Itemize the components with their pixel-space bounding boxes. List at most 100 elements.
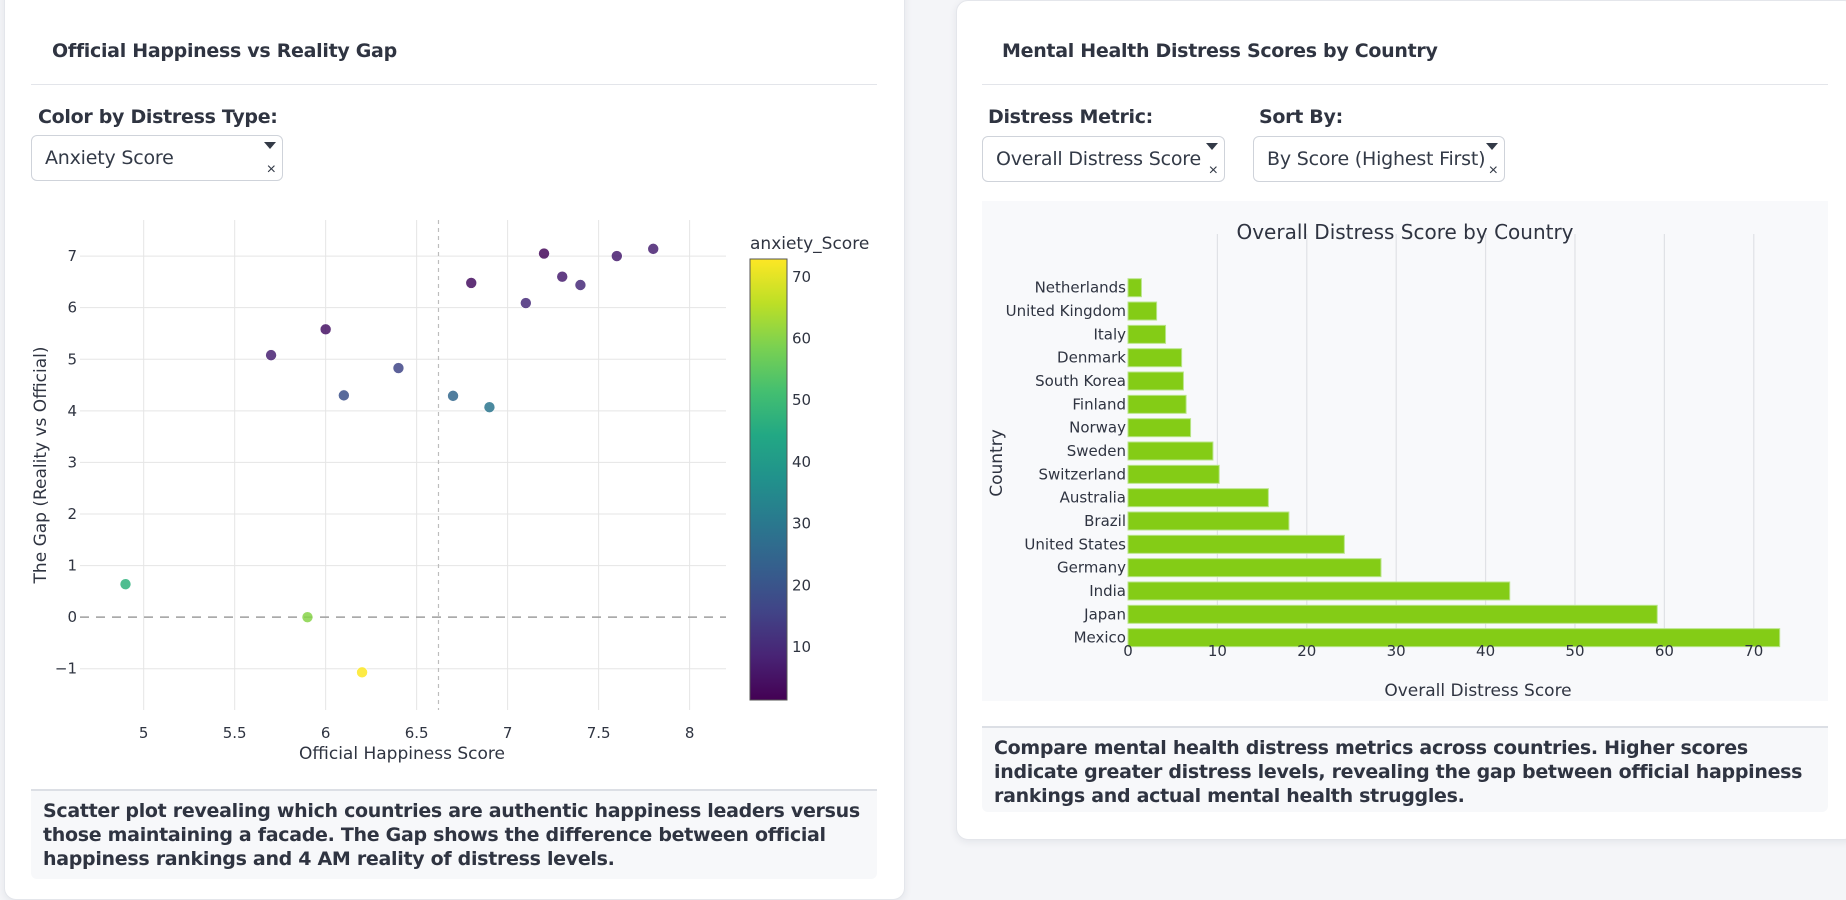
scatter-card-divider (31, 84, 877, 85)
scatter-x-tick-label: 7.5 (587, 724, 611, 742)
colorbar-tick-label: 30 (792, 515, 811, 533)
bar-category-label: Denmark (1057, 349, 1126, 367)
bar-category-label: United States (1024, 535, 1126, 553)
bar[interactable] (1127, 371, 1184, 391)
scatter-y-tick-label: 1 (67, 557, 77, 575)
scatter-point[interactable] (338, 389, 350, 402)
bar[interactable] (1127, 581, 1511, 601)
bar[interactable] (1127, 394, 1187, 414)
scatter-point[interactable] (556, 270, 569, 283)
colorbar-tick-label: 70 (792, 268, 811, 286)
bar[interactable] (1127, 301, 1158, 321)
scatter-point[interactable] (392, 362, 405, 374)
chevron-down-icon[interactable] (1486, 143, 1498, 150)
colorbar-title: anxiety_Score (750, 234, 869, 254)
bar-category-label: Germany (1057, 559, 1126, 577)
clear-icon[interactable]: × (1208, 162, 1218, 179)
bar-category-label: Mexico (1074, 629, 1126, 647)
scatter-point[interactable] (647, 243, 660, 255)
bar[interactable] (1127, 441, 1214, 461)
bar-category-label: Switzerland (1039, 465, 1127, 483)
chevron-down-icon[interactable] (264, 142, 276, 149)
distress-metric-value: Overall Distress Score (996, 148, 1201, 170)
bar[interactable] (1127, 534, 1345, 554)
colorbar-tick-label: 60 (792, 330, 811, 348)
bar[interactable] (1127, 604, 1658, 624)
scatter-chart: 5 5.5 6 6.5 7 7.5 8 −1 0 1 2 3 4 5 6 7 Official Happin… (31, 220, 869, 764)
bar-x-tick-label: 30 (1387, 642, 1406, 660)
scatter-point[interactable] (520, 297, 532, 309)
colorbar-tick-label: 10 (792, 638, 811, 656)
scatter-y-tick-label: 0 (67, 608, 77, 626)
bar-category-label: Italy (1093, 325, 1126, 343)
bar-category-label: Australia (1060, 489, 1126, 507)
bar-category-label: Sweden (1067, 442, 1126, 460)
bar[interactable] (1127, 511, 1290, 531)
bar[interactable] (1127, 324, 1167, 344)
bar-category-label: India (1089, 582, 1126, 600)
bar[interactable] (1127, 558, 1382, 578)
bar-x-tick-label: 40 (1476, 642, 1495, 660)
distress-metric-label: Distress Metric: (988, 106, 1153, 128)
bar-x-axis-title: Overall Distress Score (1384, 681, 1571, 701)
bar[interactable] (1127, 278, 1142, 298)
scatter-y-tick-label: 2 (67, 505, 77, 523)
bar-category-label: Finland (1072, 395, 1126, 413)
scatter-y-tick-label: −1 (55, 660, 77, 678)
bar-x-tick-label: 0 (1123, 642, 1133, 660)
scatter-card-title: Official Happiness vs Reality Gap (52, 40, 397, 62)
color-by-label: Color by Distress Type: (38, 106, 278, 128)
bar-card-divider (982, 84, 1828, 85)
bar-chart: Overall Distress Score by Country Nether… (982, 201, 1828, 701)
clear-icon[interactable]: × (266, 161, 276, 178)
scatter-point[interactable] (465, 277, 478, 289)
scatter-x-tick-label: 5 (139, 724, 149, 742)
scatter-point[interactable] (301, 611, 314, 623)
scatter-y-tick-label: 6 (67, 299, 77, 317)
bar-category-label: United Kingdom (1006, 302, 1126, 320)
scatter-x-tick-label: 7 (503, 724, 513, 742)
scatter-description: Scatter plot revealing which countries a… (31, 789, 877, 879)
scatter-point[interactable] (538, 247, 550, 260)
bar[interactable] (1127, 418, 1192, 438)
bar-x-tick-label: 10 (1208, 642, 1227, 660)
distress-metric-dropdown[interactable]: Overall Distress Score × (982, 136, 1225, 182)
scatter-x-tick-label: 8 (685, 724, 695, 742)
color-by-dropdown[interactable]: Anxiety Score × (31, 135, 283, 181)
bar[interactable] (1127, 464, 1220, 484)
bar[interactable] (1127, 628, 1781, 648)
scatter-point[interactable] (265, 349, 277, 361)
scatter-y-tick-label: 3 (67, 453, 77, 471)
scatter-point[interactable] (611, 250, 623, 262)
bar-x-tick-label: 60 (1655, 642, 1674, 660)
color-by-dropdown-value: Anxiety Score (45, 147, 174, 169)
clear-icon[interactable]: × (1488, 162, 1498, 179)
scatter-y-tick-label: 4 (67, 402, 77, 420)
colorbar-tick-label: 50 (792, 391, 811, 409)
scatter-x-axis-title: Official Happiness Score (299, 744, 505, 764)
bar-description: Compare mental health distress metrics a… (982, 726, 1828, 812)
scatter-point[interactable] (319, 323, 332, 336)
scatter-x-tick-label: 6 (321, 724, 331, 742)
bar[interactable] (1127, 488, 1269, 508)
bar[interactable] (1127, 348, 1183, 368)
bar-x-tick-label: 20 (1297, 642, 1316, 660)
colorbar (749, 258, 788, 701)
scatter-y-axis-title: The Gap (Reality vs Official) (31, 347, 51, 585)
sort-by-dropdown[interactable]: By Score (Highest First) × (1253, 136, 1505, 182)
bar-category-label: Brazil (1084, 512, 1126, 530)
bar-y-axis-title: Country (987, 429, 1007, 497)
scatter-point[interactable] (483, 401, 496, 414)
scatter-x-tick-label: 5.5 (223, 724, 247, 742)
bar-x-tick-label: 70 (1744, 642, 1763, 660)
chevron-down-icon[interactable] (1206, 143, 1218, 150)
sort-by-value: By Score (Highest First) (1267, 148, 1486, 170)
scatter-point[interactable] (356, 666, 368, 679)
scatter-point[interactable] (574, 279, 587, 291)
bar-card-title: Mental Health Distress Scores by Country (1002, 40, 1438, 62)
scatter-x-tick-label: 6.5 (405, 724, 429, 742)
scatter-point[interactable] (119, 578, 132, 590)
scatter-point[interactable] (447, 390, 459, 402)
sort-by-label: Sort By: (1259, 106, 1343, 128)
colorbar-tick-label: 40 (792, 453, 811, 471)
